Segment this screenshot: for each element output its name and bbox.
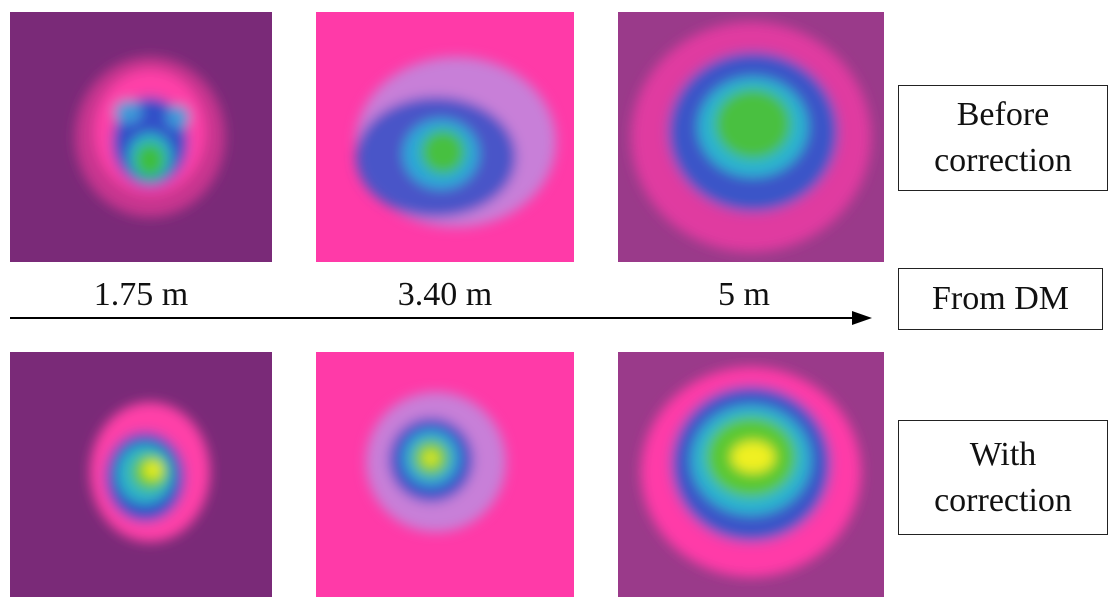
row-label: Before correction: [898, 85, 1108, 191]
beam-image: [618, 352, 884, 597]
figure: 1.75 m 3.40 m 5 m Before correction From…: [0, 0, 1111, 597]
beam-image: [10, 12, 272, 262]
row-label: With correction: [898, 420, 1108, 535]
beam-image: [316, 12, 574, 262]
distance-label: 3.40 m: [345, 276, 545, 314]
row-label: From DM: [898, 268, 1103, 330]
beam-image: [618, 12, 884, 262]
beam-image: [316, 352, 574, 597]
beam-image: [10, 352, 272, 597]
distance-label: 1.75 m: [41, 276, 241, 314]
distance-label: 5 m: [644, 276, 844, 314]
